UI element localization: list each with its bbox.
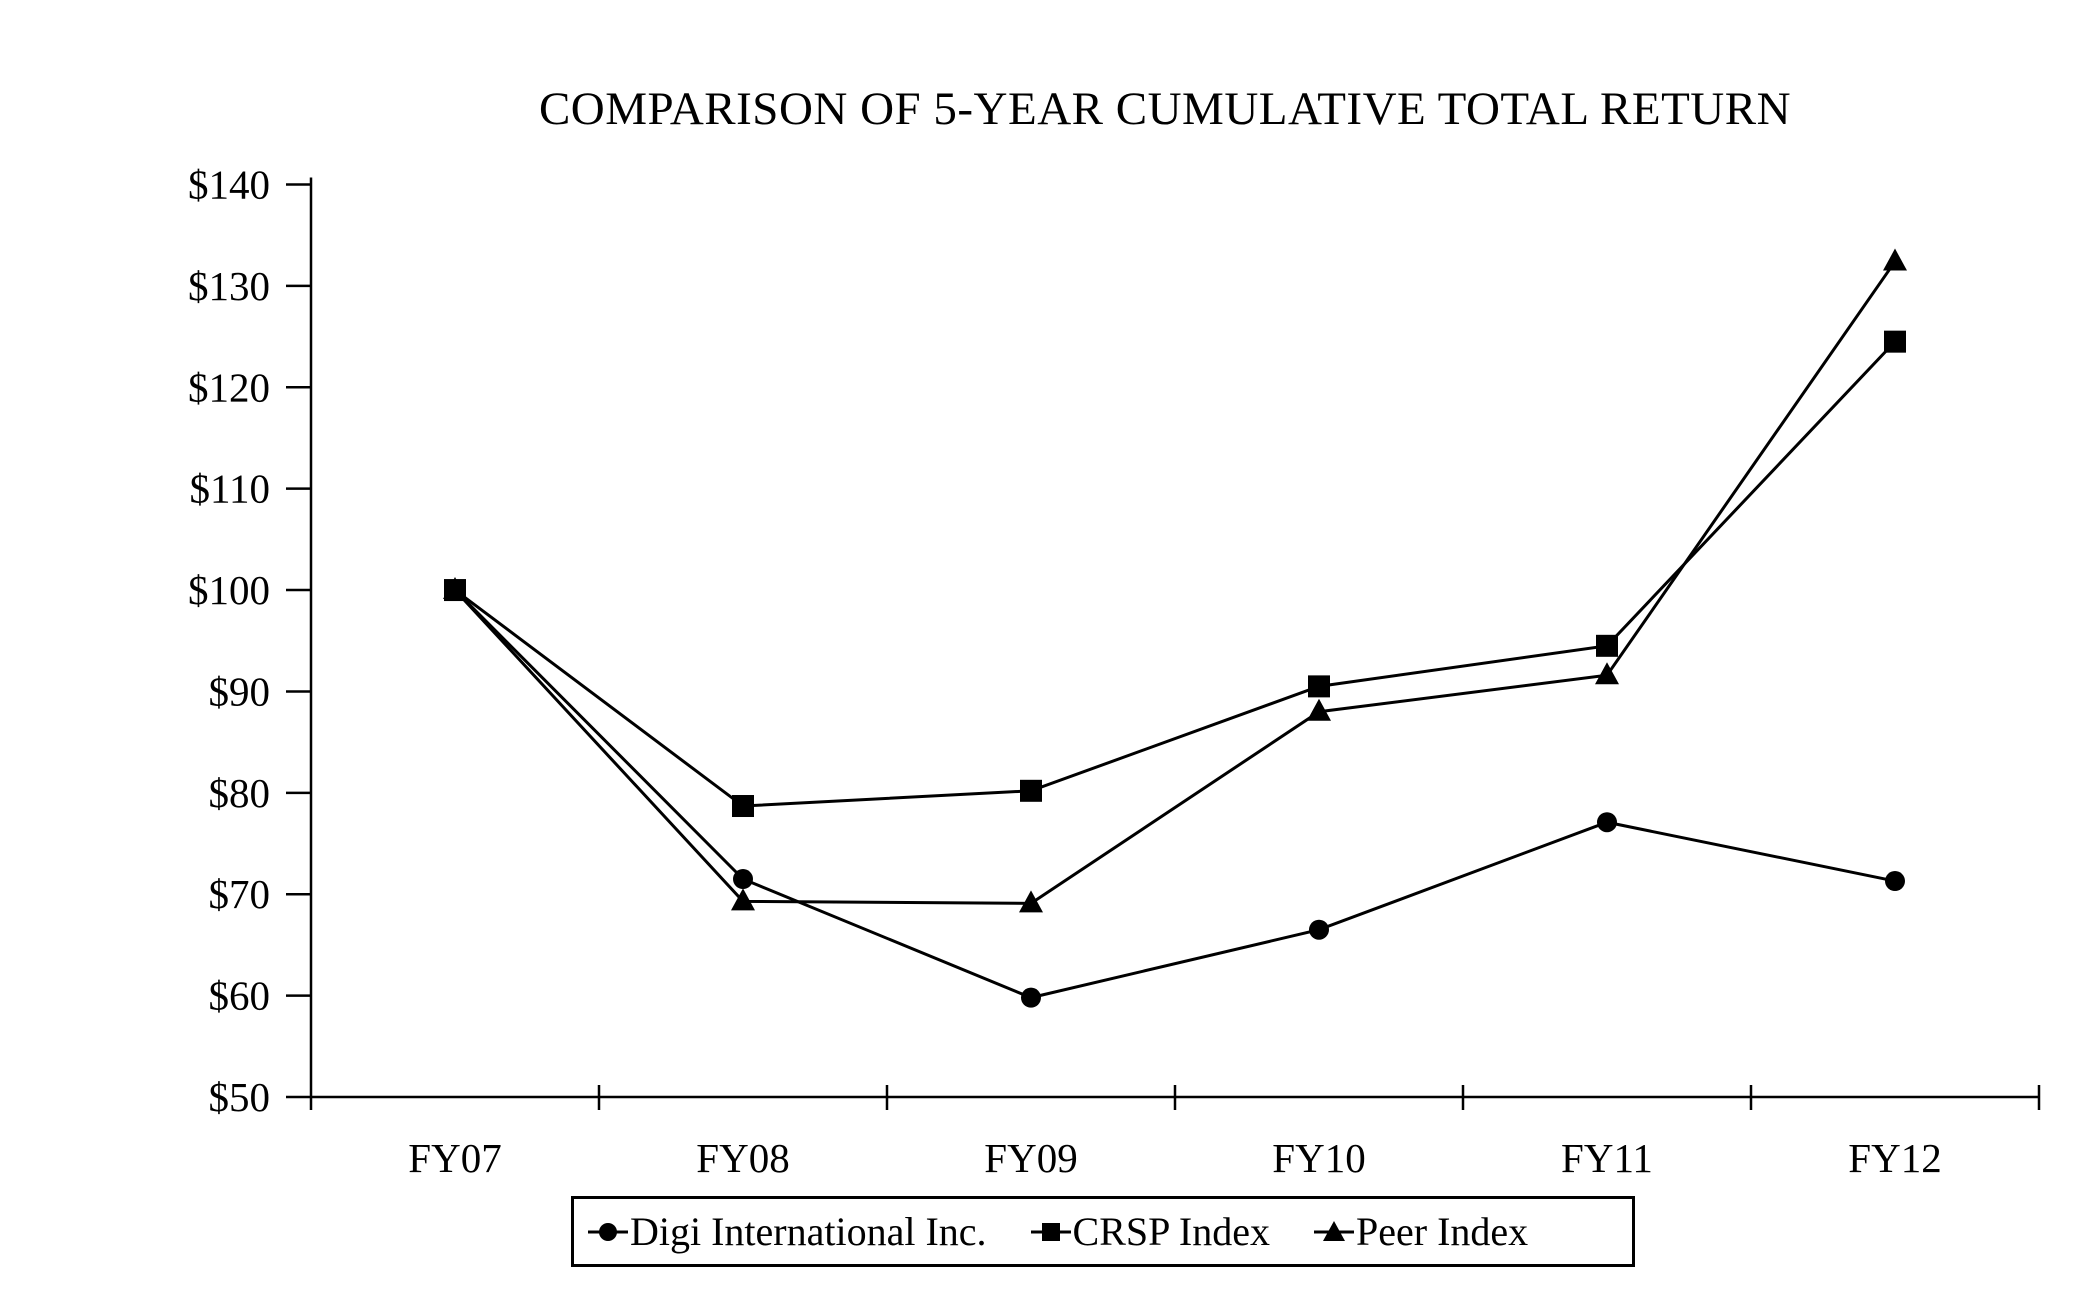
legend-label-crsp: CRSP Index <box>1072 1209 1270 1254</box>
circle-marker-icon <box>588 1222 628 1241</box>
y-tick-label: $120 <box>188 364 270 410</box>
x-tick-label-fy08: FY08 <box>696 1135 789 1181</box>
data-point <box>733 869 753 890</box>
square-marker-icon <box>1030 1222 1071 1241</box>
data-point <box>732 795 754 818</box>
y-tick-label: $130 <box>188 263 270 309</box>
x-tick-label-fy10: FY10 <box>1272 1135 1365 1181</box>
y-tick-label: $50 <box>209 1074 271 1120</box>
series-line-crsp-index <box>454 340 1897 808</box>
y-tick-label: $140 <box>188 162 270 208</box>
data-point <box>1595 662 1619 685</box>
data-point <box>1596 634 1618 657</box>
data-point <box>1021 987 1041 1008</box>
legend-entry-digi: Digi International Inc. <box>586 1208 987 1255</box>
y-tick-label: $100 <box>188 567 270 613</box>
data-point <box>1307 698 1331 721</box>
data-point <box>444 579 466 602</box>
y-tick-label: $70 <box>209 871 271 917</box>
data-point <box>731 888 755 911</box>
data-point <box>1308 675 1330 698</box>
data-point <box>1597 812 1617 833</box>
legend-label-digi: Digi International Inc. <box>630 1209 987 1254</box>
y-tick-label: $80 <box>209 770 271 816</box>
x-tick-label-fy07: FY07 <box>408 1135 501 1181</box>
legend-entry-peer: Peer Index <box>1312 1208 1528 1255</box>
x-tick-label-fy09: FY09 <box>984 1135 1077 1181</box>
data-point <box>1019 890 1043 913</box>
y-tick-label: $110 <box>190 466 270 512</box>
x-tick-label-fy12: FY12 <box>1848 1135 1941 1181</box>
y-tick-label: $60 <box>209 973 271 1019</box>
chart-title: COMPARISON OF 5-YEAR CUMULATIVE TOTAL RE… <box>538 83 1792 135</box>
y-tick-label: $90 <box>209 668 271 714</box>
data-point <box>1020 779 1042 802</box>
data-point <box>1884 330 1906 353</box>
legend: Digi International Inc. CRSP Index Peer … <box>571 1196 1635 1267</box>
data-point <box>1309 919 1329 940</box>
data-point <box>1885 871 1905 892</box>
legend-entry-crsp: CRSP Index <box>1029 1208 1270 1255</box>
series-line-peer-index <box>453 260 1897 905</box>
data-point <box>1883 248 1907 271</box>
x-tick-label-fy11: FY11 <box>1561 1135 1653 1181</box>
series-line-digi-international-inc <box>453 588 1896 1000</box>
legend-label-peer: Peer Index <box>1356 1209 1529 1254</box>
triangle-marker-icon <box>1314 1220 1354 1241</box>
